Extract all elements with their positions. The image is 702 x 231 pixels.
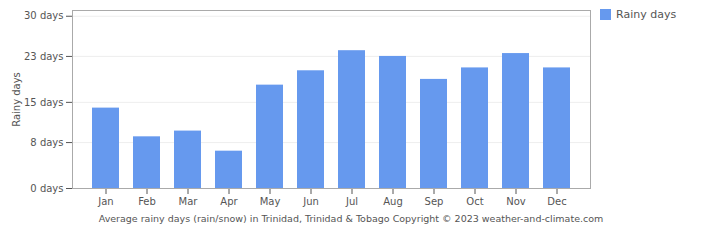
svg-text:8 days: 8 days bbox=[30, 137, 63, 148]
svg-text:May: May bbox=[260, 196, 281, 207]
html-text:Rainy days: Rainy days bbox=[616, 8, 677, 21]
svg-text:Oct: Oct bbox=[466, 196, 483, 207]
svg-text:30 days: 30 days bbox=[24, 10, 64, 21]
svg-text:Mar: Mar bbox=[179, 196, 199, 207]
svg-text:Apr: Apr bbox=[220, 196, 238, 207]
svg-text:Jun: Jun bbox=[302, 196, 319, 207]
svg-text:0 days: 0 days bbox=[30, 183, 63, 194]
svg-text:23 days: 23 days bbox=[24, 51, 64, 62]
svg-text:Rainy days: Rainy days bbox=[11, 72, 22, 127]
svg-text:15 days: 15 days bbox=[24, 97, 64, 108]
svg-text:Dec: Dec bbox=[547, 196, 566, 207]
svg-text:Feb: Feb bbox=[138, 196, 156, 207]
svg-text:Nov: Nov bbox=[506, 196, 526, 207]
svg-text:Sep: Sep bbox=[425, 196, 444, 207]
svg-text:Aug: Aug bbox=[383, 196, 403, 207]
svg-text:Jan: Jan bbox=[97, 196, 113, 207]
html-text:Average rainy days (rain/snow): Average rainy days (rain/snow) in Trinid… bbox=[98, 213, 604, 224]
svg-text:Jul: Jul bbox=[345, 196, 358, 207]
